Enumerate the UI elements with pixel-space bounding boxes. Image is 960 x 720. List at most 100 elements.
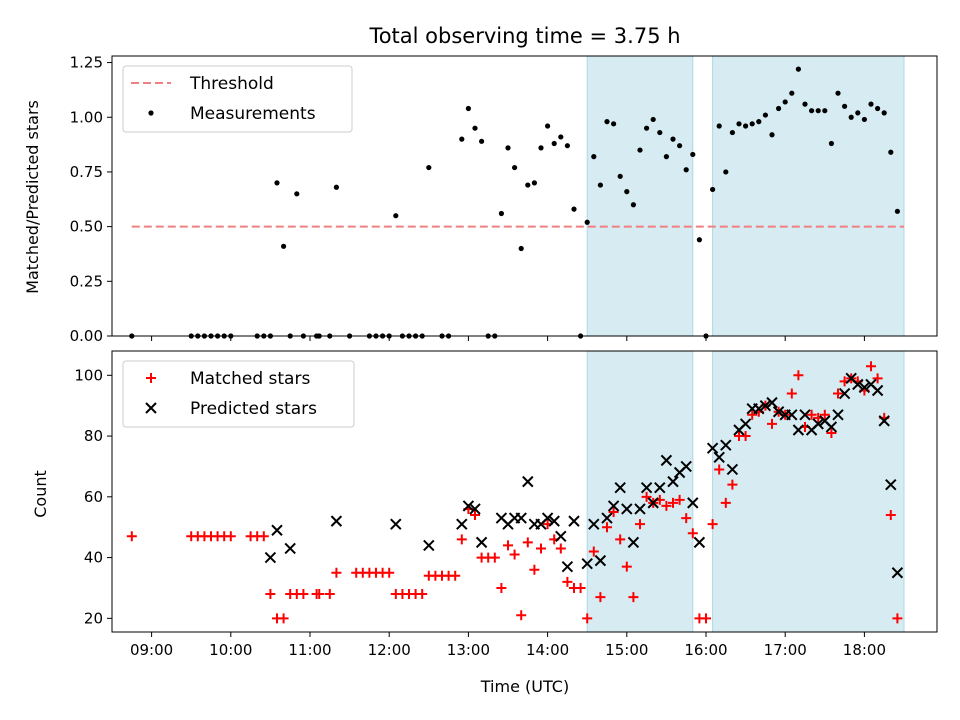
x-tick-label: 12:00 [368, 641, 411, 659]
top-y-axis-label: Matched/Predicted stars [23, 100, 42, 294]
measurement-point [617, 173, 623, 179]
measurement-point [782, 99, 788, 105]
matched-star-point [767, 418, 777, 429]
predicted-star-point [264, 551, 277, 564]
measurement-point [558, 134, 564, 140]
predicted-star-point [654, 481, 666, 494]
top-axes-frame [111, 55, 938, 337]
matched-star-point [720, 497, 731, 508]
matched-star-point [258, 531, 269, 542]
measurement-point [637, 147, 643, 153]
matched-star-point [681, 513, 692, 524]
matched-star-point [786, 388, 797, 399]
top-y-tick-label: 1.25 [70, 54, 103, 72]
measurement-point [710, 186, 716, 193]
measurement-point [624, 189, 630, 195]
matched-star-point [872, 373, 883, 384]
measurement-point [888, 149, 894, 155]
matched-star-point [470, 510, 480, 521]
predicted-star-point [330, 515, 343, 527]
matched-star-point [298, 589, 309, 600]
matched-star-point [608, 507, 619, 518]
legend-label: Measurements [190, 104, 316, 124]
measurement-point [743, 123, 749, 129]
matched-star-point [885, 510, 896, 521]
predicted-star-point [660, 454, 673, 467]
predicted-star-point [601, 512, 613, 524]
measurement-point [511, 164, 518, 171]
measurement-point [538, 145, 544, 151]
bottom-legend: Matched stars Predicted stars [122, 360, 355, 428]
predicted-star-point [693, 536, 706, 549]
predicted-star-point [555, 530, 567, 543]
bottom-y-axis-label: Count [31, 470, 50, 518]
measurement-point [894, 208, 901, 214]
measurement-point [789, 90, 795, 96]
measurement-point [822, 108, 828, 114]
measurement-point [842, 103, 848, 109]
measurement-point [828, 140, 835, 147]
predicted-star-point [423, 539, 435, 552]
matched-star-point [331, 567, 342, 578]
measurement-point [597, 182, 604, 188]
predicted-star-point [891, 567, 904, 579]
measurement-point [677, 143, 683, 149]
matched-star-point [602, 522, 612, 533]
top-legend-box [122, 65, 353, 133]
matched-star-point [314, 589, 325, 600]
measurement-point [690, 151, 696, 158]
matched-star-point [489, 552, 500, 563]
bottom-legend-box [122, 360, 355, 428]
x-tick-label: 17:00 [764, 641, 807, 659]
measurement-point [868, 101, 874, 107]
matched-star-point [621, 561, 632, 572]
x-tick-label: 16:00 [684, 641, 727, 659]
legend-predicted-swatch [145, 402, 157, 414]
chart-title: Total observing time = 3.75 h [368, 24, 680, 48]
matched-star-point [740, 431, 751, 442]
predicted-star-point [825, 421, 838, 433]
measurement-point [723, 169, 729, 175]
matched-star-point [536, 543, 546, 554]
predicted-star-point [792, 424, 805, 436]
legend-matched-swatch [146, 373, 156, 383]
predicted-star-point [284, 542, 296, 555]
measurement-point [795, 66, 802, 72]
predicted-star-point [753, 403, 765, 415]
measurement-point [459, 136, 465, 142]
matched-star-point [628, 592, 639, 603]
predicted-star-point [640, 481, 653, 494]
measurement-point [663, 154, 670, 160]
x-tick-label: 15:00 [605, 641, 648, 659]
predicted-star-point [713, 451, 725, 464]
measurement-point [498, 210, 504, 217]
predicted-star-point [588, 518, 600, 530]
predicted-star-point [878, 415, 890, 427]
predicted-star-point [621, 503, 633, 515]
measurement-point [294, 191, 300, 197]
matched-star-point [417, 589, 428, 600]
matched-star-point [892, 613, 903, 624]
top-y-tick-label: 0.00 [70, 327, 103, 345]
predicted-star-point [515, 512, 527, 524]
measurement-point [762, 112, 769, 118]
measurement-point [545, 123, 551, 129]
predicted-star-point [680, 460, 692, 473]
predicted-star-point [759, 399, 772, 412]
bottom-y-tick-label: 80 [84, 427, 103, 445]
predicted-star-point [390, 518, 402, 530]
measurement-point [571, 206, 577, 212]
measurement-point [809, 108, 815, 114]
top-shaded-interval-0 [586, 55, 694, 337]
predicted-star-point [568, 515, 580, 527]
matched-star-point [450, 570, 461, 581]
top-series-0 [129, 66, 901, 339]
x-tick-label: 10:00 [209, 641, 252, 659]
matched-star-point [384, 567, 395, 578]
x-tick-label: 14:00 [526, 641, 569, 659]
matched-star-point [126, 531, 137, 542]
matched-star-point [522, 537, 533, 548]
predicted-star-point [541, 512, 554, 524]
top-shaded-interval-1 [712, 55, 905, 337]
